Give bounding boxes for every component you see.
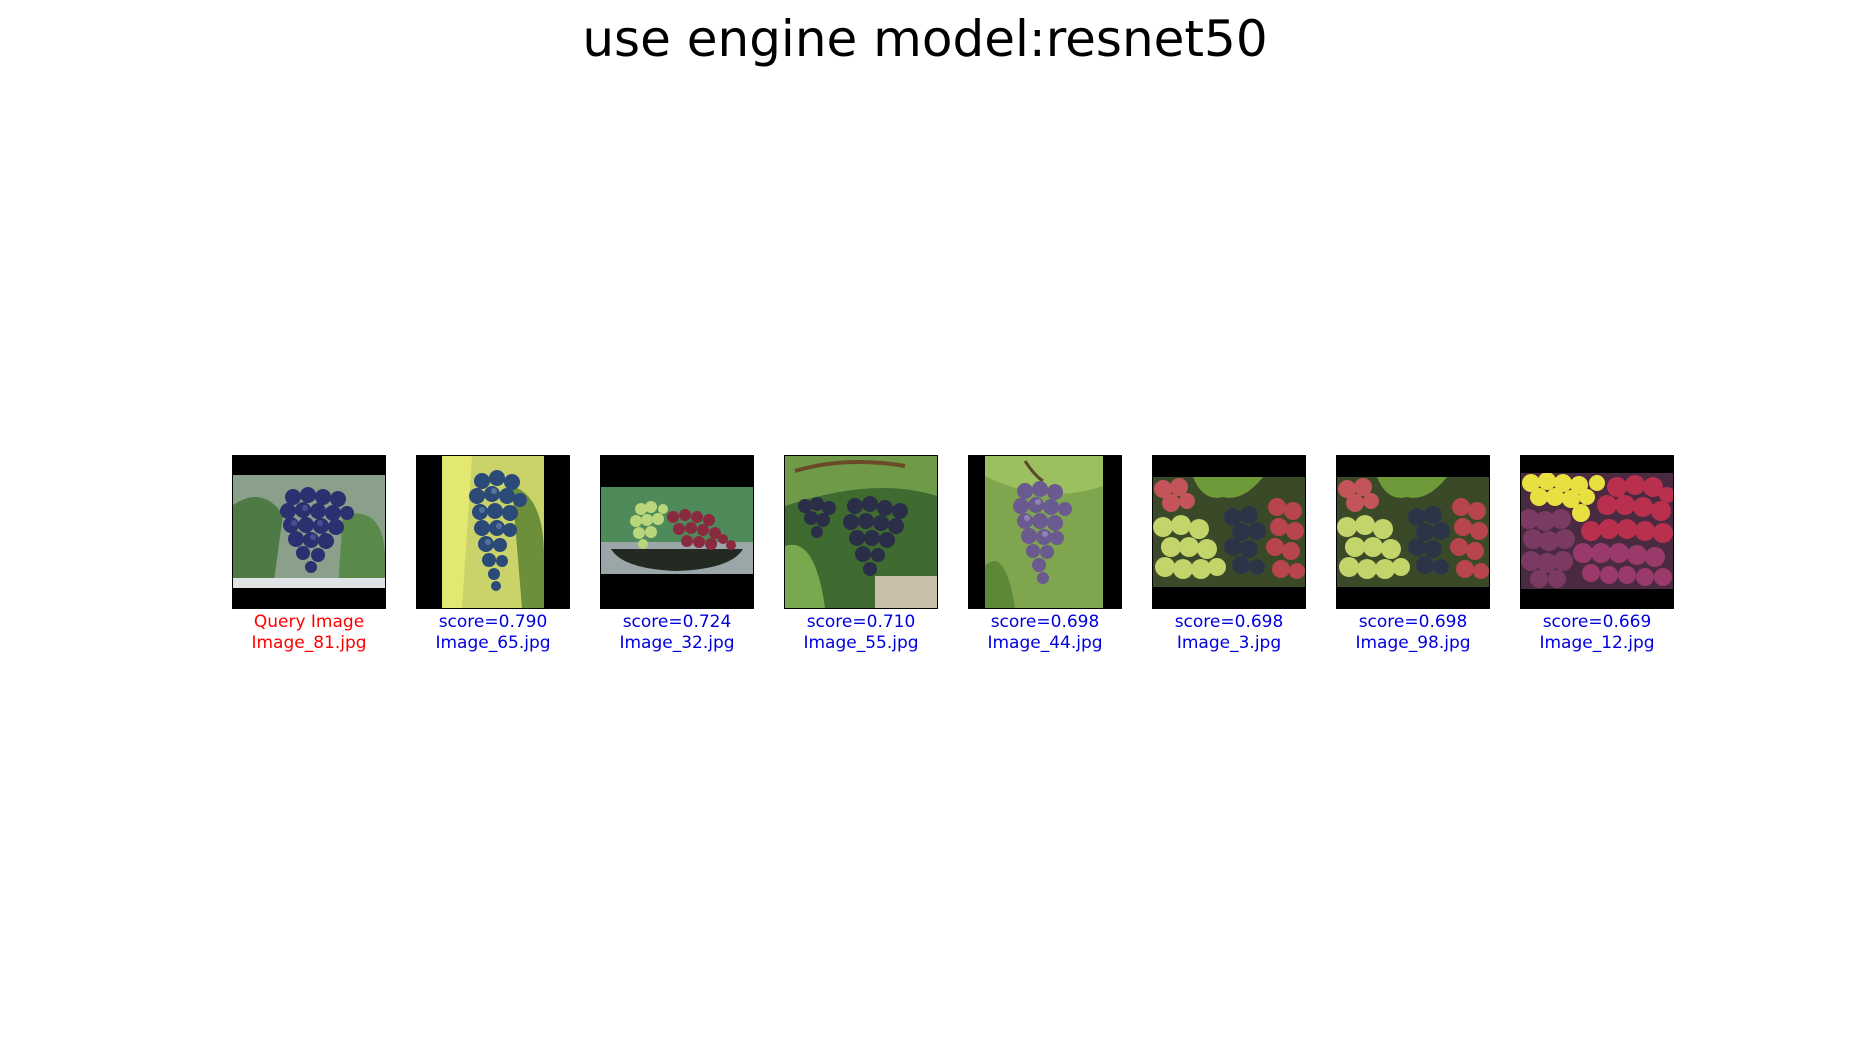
result-thumbnail — [1336, 455, 1490, 609]
result-cell: score=0.698 Image_3.jpg — [1152, 455, 1306, 654]
result-caption: score=0.790 Image_65.jpg — [416, 612, 570, 654]
result-thumbnail — [1520, 455, 1674, 609]
result-filename: Image_98.jpg — [1355, 633, 1471, 653]
result-thumbnail — [1152, 455, 1306, 609]
result-photo — [1337, 477, 1489, 587]
result-score: score=0.710 — [806, 612, 916, 632]
figure-title: use engine model:resnet50 — [582, 10, 1268, 68]
result-caption: score=0.710 Image_55.jpg — [784, 612, 938, 654]
result-caption: score=0.698 Image_44.jpg — [968, 612, 1122, 654]
result-cell: score=0.710 Image_55.jpg — [784, 455, 938, 654]
result-score: score=0.698 — [1358, 612, 1468, 632]
result-cell: score=0.790 Image_65.jpg — [416, 455, 570, 654]
result-score: score=0.724 — [622, 612, 732, 632]
result-filename: Image_3.jpg — [1176, 633, 1282, 653]
query-photo — [233, 475, 385, 588]
query-cell: Query Image Image_81.jpg — [232, 455, 386, 654]
result-cell: score=0.698 Image_98.jpg — [1336, 455, 1490, 654]
result-caption: score=0.724 Image_32.jpg — [600, 612, 754, 654]
result-score: score=0.698 — [990, 612, 1100, 632]
result-thumbnail — [968, 455, 1122, 609]
result-score: score=0.669 — [1542, 612, 1652, 632]
result-photo — [785, 456, 937, 608]
result-caption: score=0.698 Image_3.jpg — [1152, 612, 1306, 654]
result-filename: Image_55.jpg — [803, 633, 919, 653]
result-photo — [1153, 477, 1305, 587]
result-filename: Image_65.jpg — [435, 633, 551, 653]
result-thumbnail — [416, 455, 570, 609]
result-score: score=0.698 — [1174, 612, 1284, 632]
result-caption: score=0.669 Image_12.jpg — [1520, 612, 1674, 654]
result-score: score=0.790 — [438, 612, 548, 632]
result-filename: Image_44.jpg — [987, 633, 1103, 653]
result-photo — [1521, 473, 1673, 589]
result-cell: score=0.724 Image_32.jpg — [600, 455, 754, 654]
result-photo — [601, 487, 753, 574]
query-thumbnail — [232, 455, 386, 609]
query-label: Query Image — [253, 612, 365, 632]
result-filename: Image_12.jpg — [1539, 633, 1655, 653]
query-filename: Image_81.jpg — [251, 633, 367, 653]
result-cell: score=0.669 Image_12.jpg — [1520, 455, 1674, 654]
result-photo — [442, 456, 544, 608]
result-thumbnail — [784, 455, 938, 609]
result-photo — [985, 456, 1103, 608]
result-filename: Image_32.jpg — [619, 633, 735, 653]
query-caption: Query Image Image_81.jpg — [232, 612, 386, 654]
result-thumbnail — [600, 455, 754, 609]
result-cell: score=0.698 Image_44.jpg — [968, 455, 1122, 654]
result-caption: score=0.698 Image_98.jpg — [1336, 612, 1490, 654]
